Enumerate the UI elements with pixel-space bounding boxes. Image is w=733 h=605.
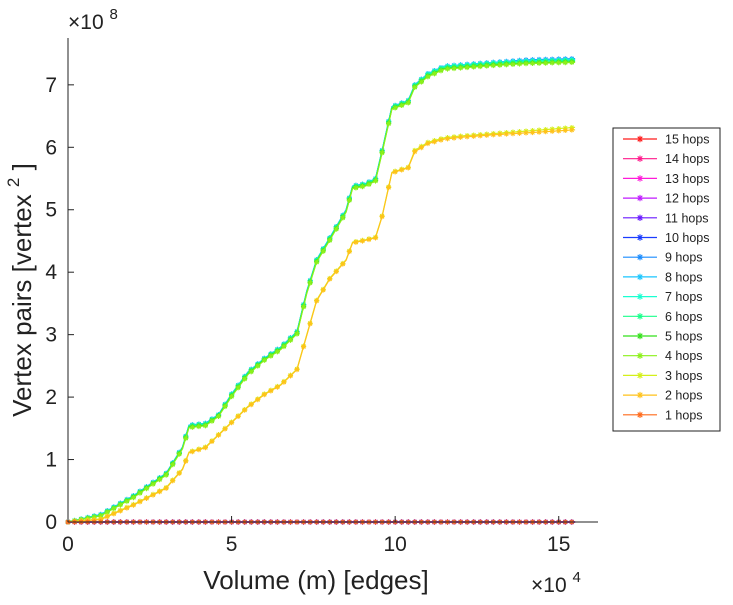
legend-swatch-marker — [636, 175, 644, 182]
legend-entry: 3 hops — [623, 369, 703, 383]
axes: 0 5 10 15 0 1 2 3 4 5 6 7 — [45, 38, 598, 556]
series-markers — [65, 57, 575, 525]
series-4-hops — [65, 59, 576, 525]
legend-label: 11 hops — [665, 211, 709, 225]
y-multiplier-base: ×10 — [68, 11, 104, 34]
y-tick-label: 5 — [45, 199, 57, 222]
legend-swatch-marker — [636, 391, 644, 399]
legend-label: 12 hops — [665, 192, 709, 206]
series-markers — [65, 127, 575, 525]
legend-swatch-marker — [636, 372, 644, 379]
legend-swatch-marker — [636, 352, 644, 359]
y-tick-label: 1 — [45, 449, 57, 472]
x-multiplier: ×10 4 — [531, 569, 581, 597]
series-line — [67, 126, 576, 523]
legend-entry: 5 hops — [623, 330, 703, 344]
legend: 15 hops 14 hops 13 hops 12 hops 11 hops 10 ho… — [612, 127, 721, 432]
series-markers — [65, 57, 575, 525]
y-multiplier: ×10 8 — [68, 6, 118, 34]
series-3-hops — [65, 124, 576, 525]
x-multiplier-exp: 4 — [572, 569, 580, 586]
legend-label: 3 hops — [665, 369, 703, 383]
legend-entry: 14 hops — [623, 152, 709, 166]
x-multiplier-base: ×10 — [531, 574, 567, 597]
legend-label: 6 hops — [665, 310, 703, 324]
legend-entry: 6 hops — [623, 310, 703, 324]
x-tick-label: 0 — [62, 533, 74, 556]
legend-label: 7 hops — [665, 290, 703, 304]
y-tick-label: 7 — [45, 74, 57, 97]
x-tick-label: 10 — [383, 533, 406, 556]
legend-label: 10 hops — [665, 231, 709, 245]
x-axis-label: Volume (m) [edges] — [203, 565, 428, 595]
legend-entry: 2 hops — [623, 389, 703, 403]
series-markers — [65, 59, 575, 525]
legend-label: 2 hops — [665, 389, 703, 403]
series-markers — [65, 59, 575, 525]
series-markers — [65, 56, 575, 525]
legend-entry: 12 hops — [623, 192, 709, 206]
legend-label: 4 hops — [665, 349, 703, 363]
y-tick-label: 0 — [45, 511, 57, 534]
series-markers — [65, 56, 575, 525]
y-tick-label: 4 — [45, 261, 57, 284]
series-5-hops — [65, 59, 576, 525]
legend-swatch-marker — [636, 332, 644, 340]
legend-label: 9 hops — [665, 251, 703, 265]
legend-entry: 13 hops — [623, 172, 709, 186]
series-7-hops — [65, 57, 576, 525]
legend-swatch-marker — [636, 293, 644, 300]
legend-entry: 15 hops — [623, 133, 709, 147]
plot-area — [65, 56, 576, 525]
legend-entry: 9 hops — [623, 251, 703, 265]
legend-swatch-marker — [636, 273, 644, 281]
legend-label: 5 hops — [665, 330, 703, 344]
y-axis-label-close: ] — [7, 163, 37, 170]
legend-swatch-marker — [636, 254, 644, 261]
legend-entry: 7 hops — [623, 290, 703, 304]
legend-label: 8 hops — [665, 270, 703, 284]
legend-entry: 8 hops — [623, 270, 703, 284]
legend-swatch-marker — [636, 155, 644, 162]
series-2-hops — [65, 127, 576, 525]
series-9-hops — [65, 56, 576, 525]
legend-entry: 4 hops — [623, 349, 703, 363]
legend-swatch-marker — [636, 214, 644, 221]
y-tick-label: 2 — [45, 386, 57, 409]
legend-label: 1 hops — [665, 408, 703, 422]
series-8-hops — [65, 56, 576, 525]
legend-entry: 11 hops — [623, 211, 709, 225]
legend-entry: 1 hops — [623, 408, 703, 422]
legend-swatch-marker — [636, 135, 644, 143]
y-tick-label: 3 — [45, 324, 57, 347]
legend-swatch-marker — [636, 411, 644, 418]
y-tick-label: 6 — [45, 136, 57, 159]
legend-swatch-marker — [636, 313, 644, 320]
y-axis-label-superscript: 2 — [4, 178, 23, 187]
legend-label: 15 hops — [665, 133, 709, 147]
x-tick-label: 15 — [547, 533, 570, 556]
legend-label: 13 hops — [665, 172, 709, 186]
y-axis-label: Vertex pairs [vertex 2 ] — [0, 163, 37, 417]
legend-swatch-marker — [636, 194, 644, 202]
legend-swatch-marker — [636, 234, 644, 241]
series-line — [67, 129, 576, 523]
series-markers — [65, 124, 575, 525]
legend-entry: 10 hops — [623, 231, 709, 245]
y-multiplier-exp: 8 — [109, 6, 117, 23]
legend-label: 14 hops — [665, 152, 709, 166]
y-axis-label-main: Vertex pairs [vertex — [7, 194, 37, 417]
x-tick-label: 5 — [226, 533, 238, 556]
series-6-hops — [65, 57, 576, 525]
